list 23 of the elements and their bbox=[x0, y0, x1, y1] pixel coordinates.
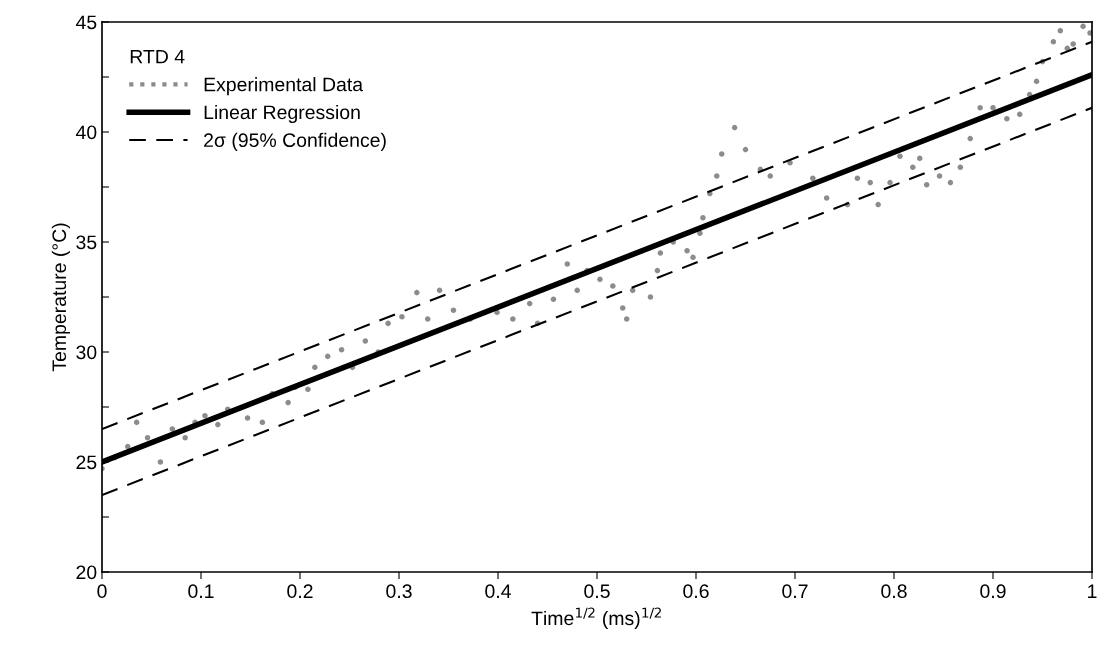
x-axis-title: Time$^{1/2}$ (ms)$^{1/2}$ bbox=[531, 607, 661, 630]
legend-label: Linear Regression bbox=[204, 104, 360, 124]
x-tick-label: 0.1 bbox=[188, 584, 214, 599]
x-tick-label: 1 bbox=[1088, 584, 1097, 598]
x-tick-label: 0.7 bbox=[782, 584, 808, 599]
y-axis-title: Temperature (°C) bbox=[51, 223, 70, 372]
y-tick-label: 30 bbox=[76, 345, 97, 360]
x-tick-label: 0.8 bbox=[881, 584, 907, 599]
x-tick-label: 0.2 bbox=[287, 584, 313, 599]
x-tick-label: 0.4 bbox=[485, 584, 511, 599]
x-tick-label: 0.6 bbox=[683, 584, 709, 599]
y-tick-label: 40 bbox=[75, 125, 97, 140]
x-tick-label: 0.3 bbox=[386, 584, 412, 599]
y-tick-label: 35 bbox=[76, 235, 97, 250]
y-tick-label: 25 bbox=[76, 455, 97, 470]
legend-label: Experimental Data bbox=[204, 77, 364, 96]
x-tick-label: 0.5 bbox=[584, 584, 610, 599]
y-tick-label: 45 bbox=[75, 15, 97, 30]
x-tick-label: 0.9 bbox=[980, 584, 1006, 599]
y-tick-label: 20 bbox=[76, 565, 97, 580]
legend-label: 2σ (95% Confidence) bbox=[204, 132, 386, 151]
legend-title: RTD 4 bbox=[130, 49, 185, 64]
x-tick-label: 0 bbox=[97, 584, 107, 599]
